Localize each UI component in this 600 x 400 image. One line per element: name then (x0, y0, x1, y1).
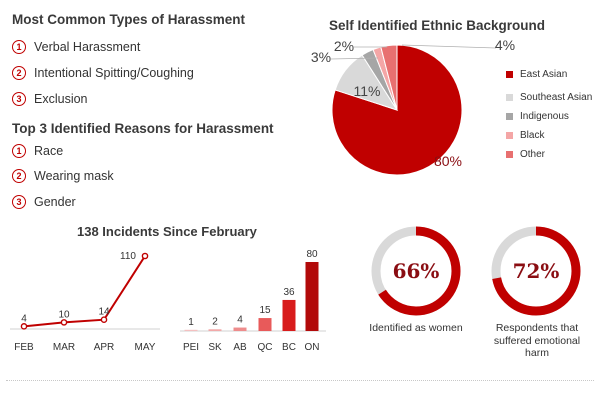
pie-value-label: 3% (311, 49, 331, 65)
bar-x-tick-label: SK (208, 342, 222, 353)
donut-arc (491, 226, 581, 316)
legend-label: Indigenous (520, 111, 569, 122)
legend-swatch (506, 94, 513, 101)
pie-value-label: 2% (334, 38, 354, 54)
pie-leader-line (330, 57, 379, 60)
list-item: 3 Gender (12, 195, 76, 209)
number-1-icon: 1 (12, 144, 26, 158)
bar-value-label: 1 (188, 317, 194, 328)
harassment-types-title: Most Common Types of Harassment (12, 12, 246, 27)
bar (305, 262, 319, 331)
number-2-icon: 2 (12, 66, 26, 80)
legend-item-other: Other (506, 149, 545, 160)
legend-label: Other (520, 149, 546, 160)
bar (233, 327, 247, 331)
list-item-label: Verbal Harassment (34, 40, 141, 54)
line-x-tick-label: FEB (14, 342, 34, 353)
bar-x-tick-label: QC (258, 342, 273, 353)
ethnic-pie-title: Self Identified Ethnic Background (329, 18, 546, 33)
pie-slice-east-asian (331, 44, 463, 176)
legend-item-black: Black (506, 130, 544, 141)
list-item: 3 Exclusion (12, 92, 88, 106)
pie-leader-line (401, 44, 497, 49)
legend-label: East Asian (520, 69, 568, 80)
line-point (100, 316, 108, 324)
bar-x-tick-label: ON (305, 342, 320, 353)
legend-swatch (506, 71, 513, 78)
bar-x-tick-label: AB (233, 342, 247, 353)
donut-value-label: 66% (393, 259, 440, 283)
harassment-reasons-title: Top 3 Identified Reasons for Harassment (12, 121, 274, 136)
bar-value-label: 2 (212, 316, 218, 327)
legend-swatch (506, 132, 513, 139)
line-series (23, 255, 146, 328)
bar (184, 329, 198, 331)
number-3-icon: 3 (12, 92, 26, 106)
bar (282, 299, 296, 331)
legend-item-indigenous: Indigenous (506, 111, 569, 122)
line-point (60, 319, 68, 326)
bar-x-tick-label: BC (282, 342, 296, 353)
pie-value-label: 80% (434, 153, 462, 169)
bar (258, 318, 272, 331)
list-item-label: Intentional Spitting/Coughing (34, 66, 194, 80)
list-item-label: Gender (34, 195, 76, 209)
legend-swatch (506, 113, 513, 120)
bar-x-tick-label: PEI (183, 342, 199, 353)
list-item-label: Exclusion (34, 92, 88, 106)
line-x-tick-label: MAY (135, 342, 156, 353)
incidents-title: 138 Incidents Since February (77, 224, 257, 239)
line-point (141, 252, 149, 260)
pie-value-label: 11% (354, 83, 381, 99)
line-point (20, 323, 28, 330)
divider (6, 380, 594, 381)
legend-label: Black (520, 130, 545, 141)
donut-caption-women: Identified as women (369, 322, 463, 334)
legend-item-southeast-asian: Southeast Asian (506, 92, 592, 103)
line-value-label: 10 (58, 309, 70, 320)
donut-caption-emotional-harm: Respondents that suffered emotional harm (493, 322, 581, 360)
line-value-label: 110 (120, 251, 136, 262)
pie-value-label: 4% (495, 37, 515, 53)
list-item-label: Wearing mask (34, 169, 114, 183)
line-x-tick-label: APR (94, 342, 115, 353)
line-value-label: 14 (98, 307, 110, 318)
list-item: 1 Race (12, 144, 63, 158)
number-1-icon: 1 (12, 40, 26, 54)
bar-value-label: 36 (283, 287, 295, 298)
number-2-icon: 2 (12, 169, 26, 183)
number-3-icon: 3 (12, 195, 26, 209)
list-item-label: Race (34, 144, 64, 158)
list-item: 1 Verbal Harassment (12, 40, 140, 54)
bar (208, 329, 222, 331)
bar-value-label: 80 (306, 249, 318, 260)
bar-value-label: 15 (259, 305, 271, 316)
donut-arc (371, 226, 461, 316)
legend-label: Southeast Asian (520, 92, 593, 103)
list-item: 2 Wearing mask (12, 169, 114, 183)
bar-value-label: 4 (237, 315, 243, 326)
line-x-tick-label: MAR (53, 342, 75, 353)
list-item: 2 Intentional Spitting/Coughing (12, 66, 194, 80)
donut-value-label: 72% (513, 259, 560, 283)
legend-swatch (506, 151, 513, 158)
line-value-label: 4 (21, 313, 27, 324)
legend-item-east-asian: East Asian (506, 69, 567, 80)
